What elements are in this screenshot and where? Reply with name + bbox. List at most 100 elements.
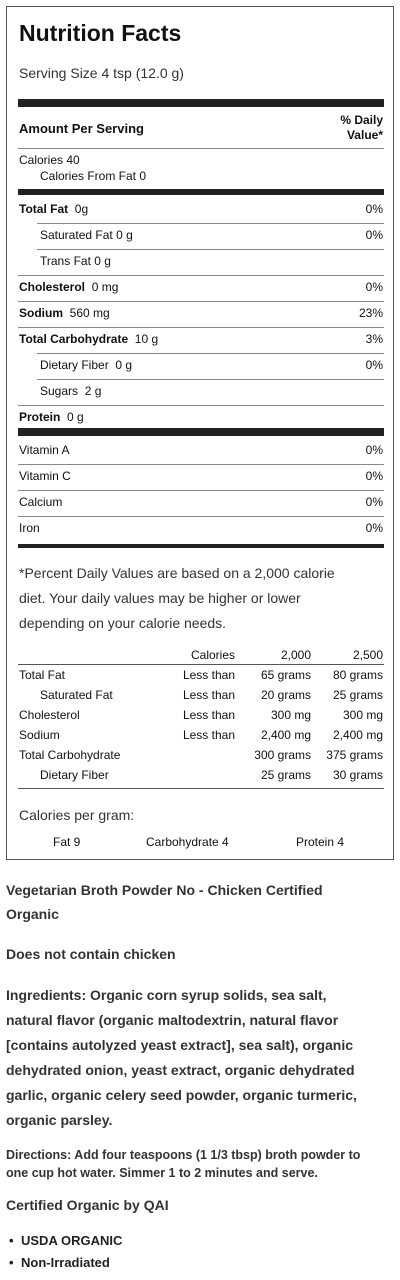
nutrient-row-trans-fat: Trans Fat 0 g: [40, 254, 111, 268]
nutrient-row-total-fat: Total Fat 0g: [19, 202, 88, 216]
vitamin-label: Iron: [19, 521, 40, 535]
nutrient-amount: 0 g: [116, 228, 133, 242]
nutrient-label: Sodium: [19, 306, 63, 320]
ft-header-calories: Calories: [190, 648, 235, 662]
thick-divider: [18, 428, 384, 436]
nutrient-label: Total Fat: [19, 202, 69, 216]
bullet-item: USDA ORGANIC: [9, 1233, 122, 1248]
bullet-item: Non-Irradiated: [9, 1255, 110, 1270]
daily-value-header-1: % Daily: [340, 113, 383, 127]
footnote-line: diet. Your daily values may be higher or…: [19, 590, 301, 606]
divider: [37, 353, 384, 354]
ft-nutrient: Saturated Fat: [40, 688, 113, 702]
divider: [18, 490, 384, 491]
nutrient-dv: 3%: [365, 332, 383, 346]
directions-line: one cup hot water. Simmer 1 to 2 minutes…: [6, 1166, 318, 1180]
nutrient-row-sodium: Sodium 560 mg: [19, 306, 110, 320]
per-gram-carbohydrate: Carbohydrate 4: [146, 835, 229, 849]
ft-2500: 80 grams: [332, 668, 383, 682]
nutrient-dv: 0%: [365, 358, 383, 372]
amount-per-serving: Amount Per Serving: [19, 121, 144, 136]
calories: Calories 40: [19, 153, 80, 167]
nutrient-dv: 23%: [358, 306, 383, 320]
per-gram-fat: Fat 9: [53, 835, 81, 849]
label-title: Nutrition Facts: [19, 20, 182, 46]
ft-qualifier: Less than: [182, 728, 235, 742]
nutrient-row-sugars: Sugars 2 g: [40, 384, 101, 398]
product-note: Does not contain chicken: [6, 946, 176, 962]
ft-2000: 300 mg: [270, 708, 311, 722]
ft-header-2500: 2,500: [352, 648, 383, 662]
vitamin-dv: 0%: [365, 521, 383, 535]
divider: [18, 664, 384, 665]
divider: [37, 379, 384, 380]
nutrient-label: Total Carbohydrate: [19, 332, 129, 346]
divider: [18, 464, 384, 465]
ingredients-line: organic parsley.: [6, 1112, 113, 1128]
nutrient-amount: 0g: [74, 202, 89, 216]
ft-nutrient: Dietary Fiber: [40, 768, 109, 782]
footnote-line: *Percent Daily Values are based on a 2,0…: [19, 565, 335, 581]
divider: [18, 788, 384, 789]
product-name-line1: Vegetarian Broth Powder No - Chicken Cer…: [6, 882, 323, 898]
nutrient-dv: 0%: [365, 202, 383, 216]
nutrient-label: Dietary Fiber: [40, 358, 109, 372]
nutrient-row-total-carbohydrate: Total Carbohydrate 10 g: [19, 332, 158, 346]
ft-2500: 30 grams: [332, 768, 383, 782]
thick-divider: [18, 99, 384, 107]
calories-from-fat: Calories From Fat 0: [40, 169, 147, 183]
ft-2500: 375 grams: [326, 748, 383, 762]
daily-value-header-2: Value*: [346, 128, 383, 142]
ft-2500: 2,400 mg: [332, 728, 383, 742]
nutrient-row-cholesterol: Cholesterol 0 mg: [19, 280, 118, 294]
nutrient-amount: 10 g: [134, 332, 159, 346]
nutrient-label: Trans Fat: [40, 254, 91, 268]
ingredients-line: garlic, organic celery seed powder, orga…: [6, 1087, 357, 1103]
vitamin-dv: 0%: [365, 443, 383, 457]
nutrient-amount: 2 g: [84, 384, 102, 398]
vitamin-label: Vitamin C: [19, 469, 71, 483]
nutrient-label: Sugars: [40, 384, 79, 398]
nutrient-amount: 0 mg: [91, 280, 119, 294]
certified-organic: Certified Organic by QAI: [6, 1197, 169, 1213]
divider: [37, 223, 384, 224]
ingredients-line: dehydrated onion, yeast extract, organic…: [6, 1062, 355, 1078]
divider: [37, 249, 384, 250]
nutrient-dv: 0%: [365, 280, 383, 294]
divider: [18, 148, 384, 149]
ft-2000: 300 grams: [254, 748, 311, 762]
vitamin-dv: 0%: [365, 495, 383, 509]
divider: [18, 327, 384, 328]
ingredients-line: Ingredients: Organic corn syrup solids, …: [6, 987, 327, 1003]
nutrient-label: Saturated Fat: [40, 228, 113, 242]
nutrition-facts-label: Nutrition Facts Serving Size 4 tsp (12.0…: [6, 6, 394, 860]
ft-qualifier: Less than: [182, 688, 235, 702]
ft-2500: 25 grams: [332, 688, 383, 702]
divider: [18, 275, 384, 276]
ft-2000: 65 grams: [260, 668, 311, 682]
divider: [18, 301, 384, 302]
ingredients-line: natural flavor (organic maltodextrin, na…: [6, 1012, 339, 1028]
nutrient-label: Protein: [19, 410, 61, 424]
nutrient-label: Cholesterol: [19, 280, 86, 294]
ft-nutrient: Total Carbohydrate: [19, 748, 121, 762]
directions-line: Directions: Add four teaspoons (1 1/3 tb…: [6, 1148, 361, 1162]
nutrient-row-saturated-fat: Saturated Fat 0 g: [40, 228, 133, 242]
product-name-line2: Organic: [6, 906, 59, 922]
ft-header-2000: 2,000: [280, 648, 311, 662]
vitamin-label: Calcium: [19, 495, 63, 509]
nutrient-amount: 560 mg: [69, 306, 110, 320]
medium-divider: [18, 544, 384, 548]
calories-per-gram: Calories per gram:: [19, 807, 135, 823]
ft-qualifier: Less than: [182, 668, 235, 682]
per-gram-protein: Protein 4: [296, 835, 345, 849]
ingredients-line: [contains autolyzed yeast extract], sea …: [6, 1037, 354, 1053]
ft-2000: 20 grams: [260, 688, 311, 702]
serving-size: Serving Size 4 tsp (12.0 g): [19, 65, 184, 81]
nutrient-amount: 0 g: [67, 410, 84, 424]
nutrient-row-dietary-fiber: Dietary Fiber 0 g: [40, 358, 132, 372]
ft-nutrient: Total Fat: [19, 668, 66, 682]
nutrient-row-protein: Protein 0 g: [19, 410, 84, 424]
ft-nutrient: Sodium: [19, 728, 60, 742]
divider: [18, 516, 384, 517]
